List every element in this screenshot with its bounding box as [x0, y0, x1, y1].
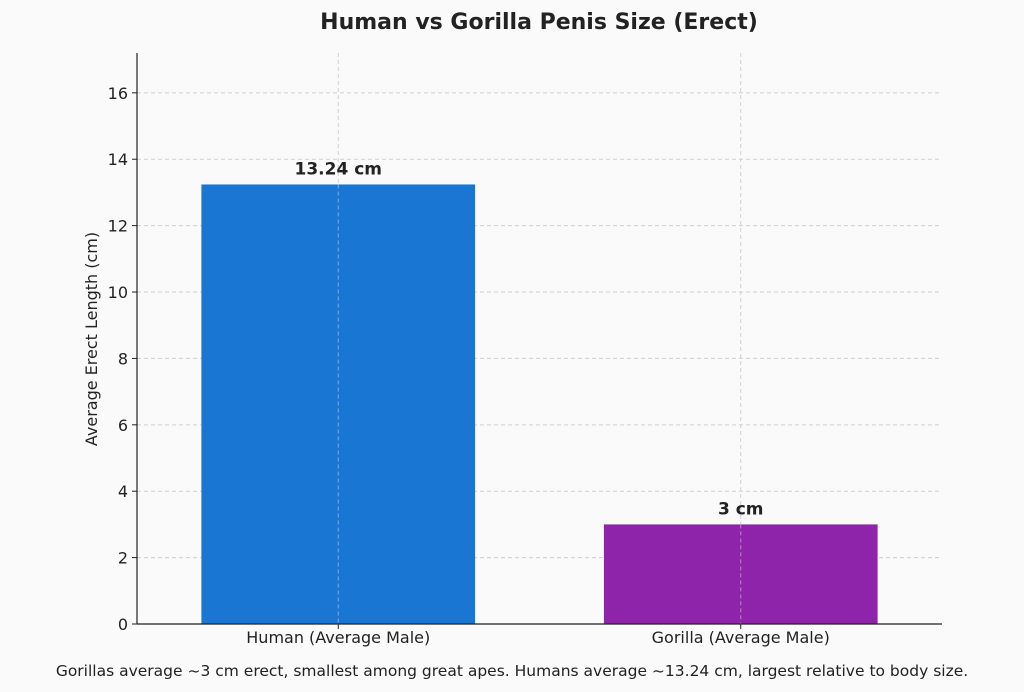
x-tick-label: Human (Average Male): [246, 628, 430, 647]
y-tick-label: 0: [118, 615, 128, 634]
y-tick-label: 6: [118, 416, 128, 435]
axes: 0 2 4 6 8 10 12 14 16 Human (Average Male) Gorilla…: [108, 53, 942, 647]
chart-caption: Gorillas average ~3 cm erect, smallest a…: [56, 662, 968, 680]
x-tick-label: Gorilla (Average Male): [652, 628, 830, 647]
y-tick-label: 2: [118, 549, 128, 568]
y-tick-label: 8: [118, 349, 128, 368]
chart-title: Human vs Gorilla Penis Size (Erect): [320, 10, 758, 35]
bar-value-label: 13.24 cm: [295, 159, 382, 179]
y-tick-label: 16: [108, 84, 128, 103]
bar-value-label: 3 cm: [718, 499, 764, 519]
y-axis-label: Average Erect Length (cm): [82, 232, 101, 446]
y-tick-label: 14: [108, 150, 128, 169]
bars: 13.24 cm 3 cm: [201, 159, 878, 625]
y-tick-label: 4: [118, 482, 128, 501]
y-tick-label: 10: [108, 283, 128, 302]
y-tick-label: 12: [108, 217, 128, 236]
